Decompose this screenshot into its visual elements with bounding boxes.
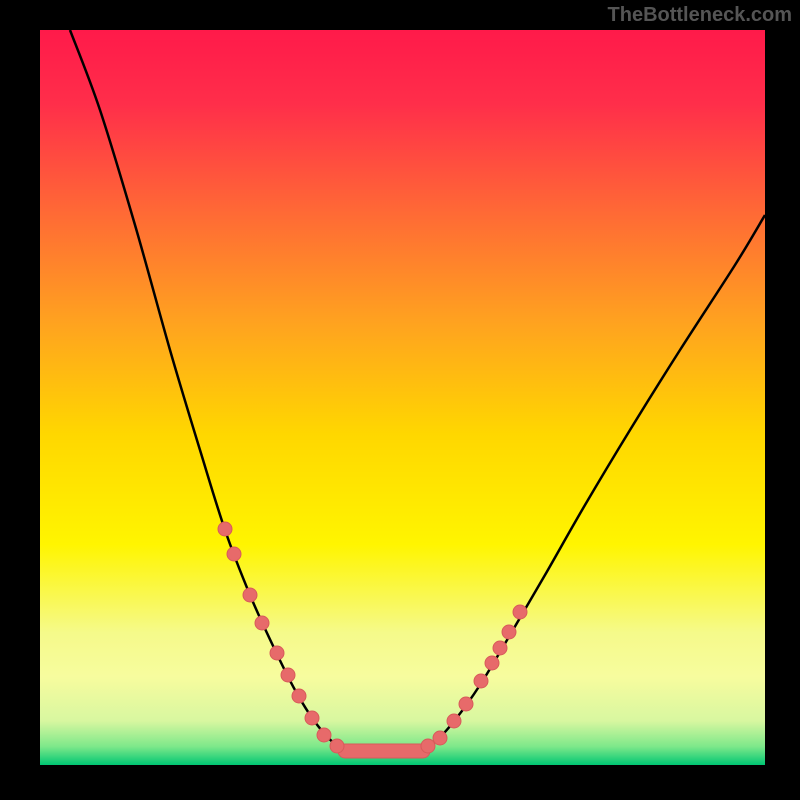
data-marker xyxy=(421,739,435,753)
data-marker xyxy=(459,697,473,711)
data-markers xyxy=(218,522,527,753)
plot-area xyxy=(40,30,765,765)
data-marker xyxy=(493,641,507,655)
data-marker xyxy=(281,668,295,682)
data-marker xyxy=(513,605,527,619)
data-marker xyxy=(447,714,461,728)
chart-curve-layer xyxy=(40,30,765,765)
data-marker xyxy=(485,656,499,670)
data-marker xyxy=(292,689,306,703)
data-marker xyxy=(433,731,447,745)
data-marker xyxy=(243,588,257,602)
data-marker xyxy=(330,739,344,753)
data-marker xyxy=(305,711,319,725)
data-marker xyxy=(218,522,232,536)
watermark-text: TheBottleneck.com xyxy=(608,4,792,27)
data-marker xyxy=(255,616,269,630)
valley-flat-marker xyxy=(338,744,430,758)
data-marker xyxy=(270,646,284,660)
data-marker xyxy=(502,625,516,639)
data-marker xyxy=(474,674,488,688)
data-marker xyxy=(227,547,241,561)
v-curve xyxy=(70,30,765,752)
data-marker xyxy=(317,728,331,742)
